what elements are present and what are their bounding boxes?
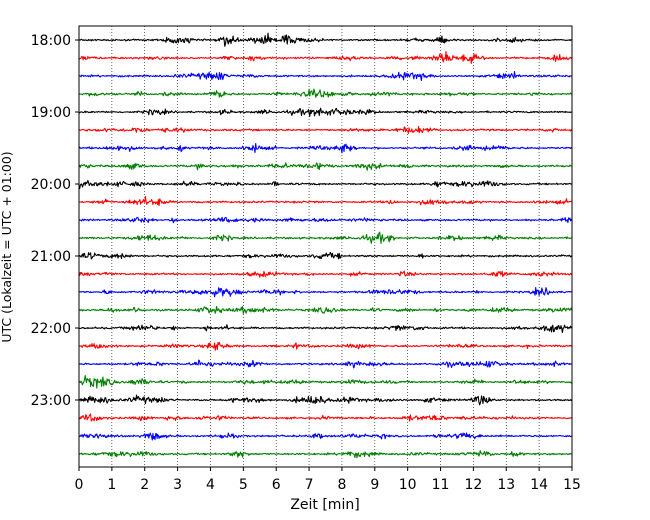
trace-line (78, 375, 573, 389)
x-tick-label: 4 (206, 477, 215, 493)
trace-line (78, 287, 572, 298)
x-tick-label: 1 (107, 477, 116, 493)
y-tick-label: 21:00 (31, 249, 71, 265)
trace-line (78, 432, 573, 441)
y-tick-label: 19:00 (31, 105, 71, 121)
y-tick-label: 23:00 (31, 393, 71, 409)
x-tick-label: 14 (530, 477, 548, 493)
y-axis-ticks: 18:00 19:00 20:00 21:00 22:00 23:00 (31, 33, 79, 409)
y-tick-label: 22:00 (31, 321, 71, 337)
trace-line (78, 324, 573, 334)
y-tick-label: 20:00 (31, 177, 71, 193)
trace-line (78, 251, 573, 260)
x-tick-label: 12 (464, 477, 482, 493)
trace-line (78, 162, 573, 171)
x-axis-label: Zeit [min] (290, 497, 359, 513)
x-axis-ticks: 0 1 2 3 4 5 6 7 8 9 10 11 12 13 14 15 (75, 467, 581, 493)
plot-frame (78, 25, 573, 468)
x-tick-label: 6 (272, 477, 281, 493)
x-tick-label: 8 (337, 477, 346, 493)
trace-group (78, 32, 573, 459)
trace-line (78, 394, 573, 406)
x-tick-label: 0 (75, 477, 84, 493)
x-tick-label: 9 (370, 477, 379, 493)
x-tick-label: 13 (497, 477, 515, 493)
x-tick-label: 10 (399, 477, 417, 493)
trace-line (78, 270, 573, 278)
trace-line (78, 413, 573, 422)
trace-line (78, 32, 573, 47)
trace-line (78, 88, 573, 98)
trace-line (78, 359, 573, 369)
trace-line (78, 179, 573, 190)
y-axis-label: UTC (Lokalzeit = UTC + 01:00) (0, 151, 14, 342)
trace-line (78, 231, 573, 245)
trace-line (78, 143, 573, 154)
x-tick-label: 5 (239, 477, 248, 493)
trace-line (78, 50, 573, 65)
trace-line (78, 125, 573, 134)
x-tick-label: 15 (563, 477, 581, 493)
x-tick-label: 3 (173, 477, 182, 493)
trace-line (78, 107, 572, 117)
trace-line (78, 450, 573, 459)
x-tick-label: 2 (140, 477, 149, 493)
trace-line (79, 195, 573, 207)
x-tick-label: 11 (432, 477, 450, 493)
trace-line (78, 216, 573, 224)
trace-line (78, 305, 573, 315)
x-tick-label: 7 (305, 477, 314, 493)
y-tick-label: 18:00 (31, 33, 71, 49)
plot-background (79, 26, 572, 467)
trace-line (78, 70, 572, 82)
trace-line (78, 341, 573, 351)
